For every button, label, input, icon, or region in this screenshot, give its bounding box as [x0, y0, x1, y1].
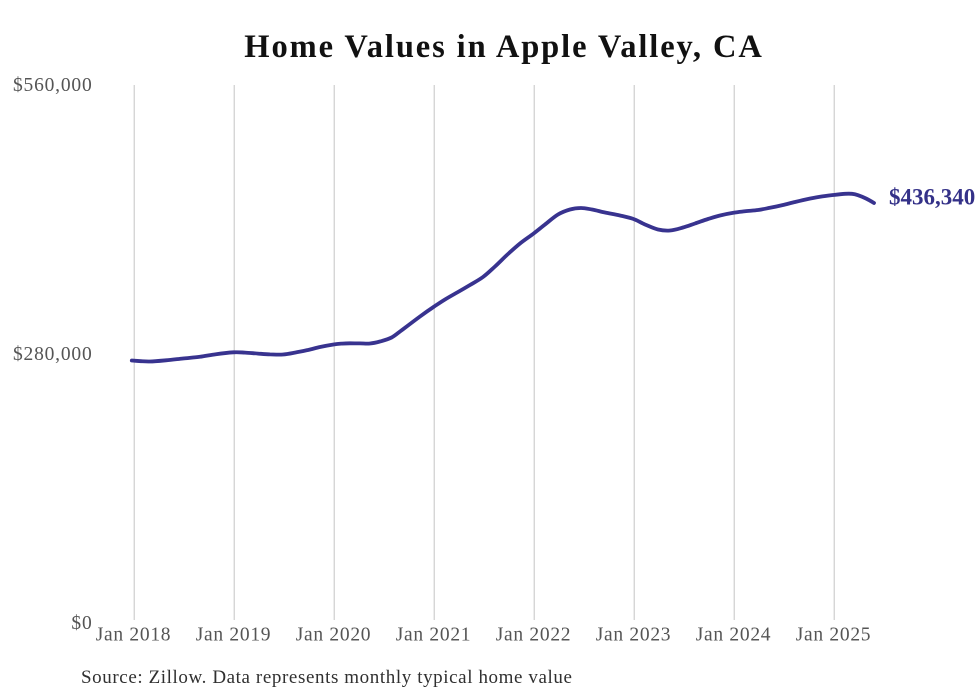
svg-text:Jan 2022: Jan 2022: [496, 625, 571, 646]
svg-text:Jan 2018: Jan 2018: [96, 625, 171, 646]
svg-text:Jan 2024: Jan 2024: [696, 625, 771, 646]
svg-text:$0: $0: [71, 613, 92, 634]
svg-text:Home Values in Apple Valley, C: Home Values in Apple Valley, CA: [244, 29, 763, 65]
svg-text:Jan 2019: Jan 2019: [196, 625, 271, 646]
svg-text:Jan 2020: Jan 2020: [296, 625, 371, 646]
svg-text:Jan 2025: Jan 2025: [796, 625, 871, 646]
svg-text:Source: Zillow. Data represent: Source: Zillow. Data represents monthly …: [81, 667, 573, 688]
svg-text:$436,340: $436,340: [889, 184, 975, 209]
svg-text:$280,000: $280,000: [13, 344, 93, 365]
svg-text:Jan 2023: Jan 2023: [596, 625, 671, 646]
svg-text:Jan 2021: Jan 2021: [396, 625, 471, 646]
svg-text:$560,000: $560,000: [13, 75, 93, 96]
